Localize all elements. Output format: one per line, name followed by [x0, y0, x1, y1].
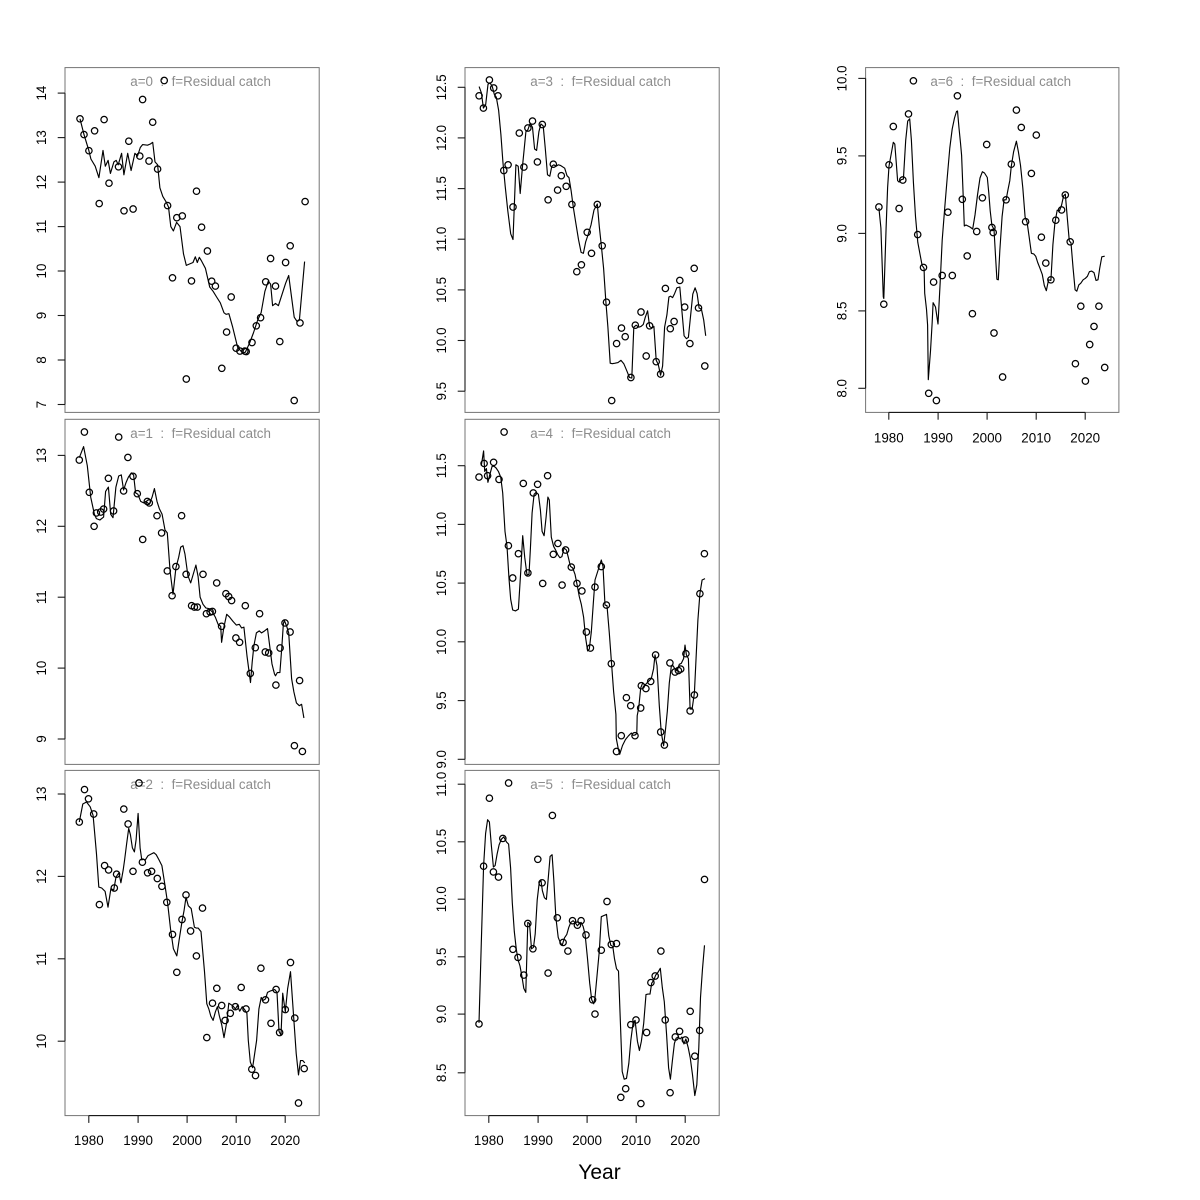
- svg-text:10: 10: [34, 264, 49, 279]
- svg-text:12.0: 12.0: [434, 125, 449, 151]
- svg-text:10.0: 10.0: [835, 65, 850, 91]
- svg-text:2010: 2010: [221, 1133, 251, 1148]
- svg-text:9: 9: [34, 312, 49, 319]
- svg-text:9.0: 9.0: [434, 750, 449, 769]
- svg-text:10: 10: [34, 661, 49, 676]
- svg-text:13: 13: [34, 448, 49, 463]
- svg-text:8.0: 8.0: [835, 379, 850, 398]
- svg-text:9.5: 9.5: [434, 691, 449, 710]
- svg-text:1990: 1990: [923, 431, 953, 446]
- svg-text:a=1 : f=Residual catch: a=1 : f=Residual catch: [130, 426, 271, 441]
- svg-text:2020: 2020: [1070, 431, 1100, 446]
- svg-text:11: 11: [34, 220, 49, 234]
- svg-text:11.0: 11.0: [434, 227, 449, 252]
- svg-text:2010: 2010: [621, 1133, 651, 1148]
- svg-text:2000: 2000: [172, 1133, 202, 1148]
- svg-text:12.5: 12.5: [434, 74, 449, 100]
- svg-text:13: 13: [34, 787, 49, 802]
- svg-text:12: 12: [34, 175, 49, 190]
- svg-text:9: 9: [34, 735, 49, 742]
- svg-text:1990: 1990: [523, 1133, 553, 1148]
- svg-text:10.5: 10.5: [434, 829, 449, 855]
- svg-text:12: 12: [34, 869, 49, 884]
- svg-text:14: 14: [34, 85, 49, 100]
- svg-text:11: 11: [34, 590, 49, 604]
- svg-text:11.5: 11.5: [434, 453, 449, 478]
- svg-text:2010: 2010: [1021, 431, 1051, 446]
- svg-text:2020: 2020: [270, 1133, 300, 1148]
- svg-text:13: 13: [34, 130, 49, 145]
- svg-text:a=6 : f=Residual catch: a=6 : f=Residual catch: [930, 74, 1071, 89]
- svg-text:10.5: 10.5: [434, 570, 449, 596]
- svg-text:8.5: 8.5: [835, 302, 850, 321]
- svg-text:10.0: 10.0: [434, 327, 449, 353]
- svg-text:9.0: 9.0: [835, 224, 850, 243]
- svg-text:2000: 2000: [972, 431, 1002, 446]
- svg-text:9.0: 9.0: [434, 1005, 449, 1024]
- svg-text:10.0: 10.0: [434, 886, 449, 912]
- svg-text:11: 11: [34, 952, 49, 966]
- svg-text:8.5: 8.5: [434, 1063, 449, 1082]
- svg-text:a=0 : f=Residual catch: a=0 : f=Residual catch: [130, 74, 271, 89]
- svg-text:a=5 : f=Residual catch: a=5 : f=Residual catch: [530, 777, 671, 792]
- svg-text:1980: 1980: [74, 1133, 104, 1148]
- svg-text:1990: 1990: [123, 1133, 153, 1148]
- svg-text:Year: Year: [578, 1161, 620, 1184]
- svg-text:11.0: 11.0: [434, 512, 449, 537]
- svg-text:11.0: 11.0: [434, 772, 449, 797]
- svg-text:a=2 : f=Residual catch: a=2 : f=Residual catch: [130, 777, 271, 792]
- svg-text:11.5: 11.5: [434, 176, 449, 201]
- svg-text:9.5: 9.5: [434, 947, 449, 966]
- svg-text:12: 12: [34, 519, 49, 534]
- svg-text:7: 7: [34, 401, 49, 408]
- svg-text:a=4 : f=Residual catch: a=4 : f=Residual catch: [530, 426, 671, 441]
- svg-text:9.5: 9.5: [434, 382, 449, 401]
- svg-text:1980: 1980: [874, 431, 904, 446]
- svg-text:10: 10: [34, 1034, 49, 1049]
- svg-text:2020: 2020: [670, 1133, 700, 1148]
- svg-text:8: 8: [34, 356, 49, 363]
- svg-text:a=3 : f=Residual catch: a=3 : f=Residual catch: [530, 74, 671, 89]
- svg-text:2000: 2000: [572, 1133, 602, 1148]
- svg-text:1980: 1980: [474, 1133, 504, 1148]
- svg-text:10.0: 10.0: [434, 629, 449, 655]
- svg-text:9.5: 9.5: [835, 147, 850, 166]
- svg-text:10.5: 10.5: [434, 277, 449, 303]
